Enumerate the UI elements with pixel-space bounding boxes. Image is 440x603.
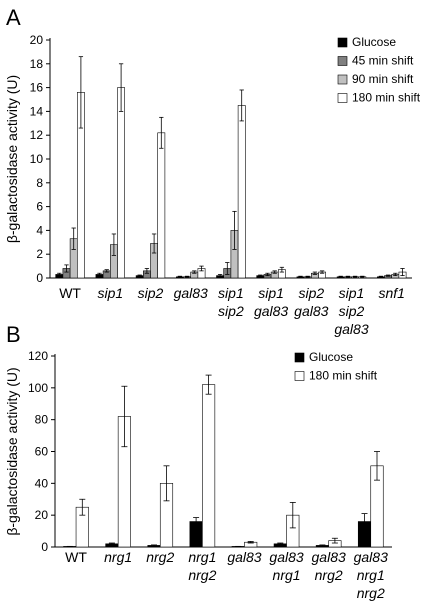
chart-a-x-tick-label: sip1 [97, 285, 123, 301]
chart-a-x-tick-label: sip1 sip2 [218, 285, 244, 319]
chart-b-x-tick-label: WT [65, 549, 87, 565]
chart-b-legend-label: 180 min shift [309, 369, 378, 383]
chart-b-legend-swatch [294, 371, 305, 381]
chart-a-y-tick-label: 10 [30, 152, 44, 166]
chart-b-x-tick-label: gal83 nrg1 nrg2 [354, 549, 388, 601]
chart-a-x-tick-label: sip2 [138, 285, 164, 301]
chart-a-y-tick-label: 2 [36, 247, 43, 261]
chart-a-legend-swatch [337, 93, 348, 103]
chart-b-x-tick-label: gal83 nrg2 [312, 549, 346, 583]
chart-a-bar [237, 105, 246, 279]
chart-b: 0 20 40 60 80 100 120 β-galactosidase activity … [4, 349, 392, 601]
chart-b-x-tick-label: nrg1 [104, 549, 132, 565]
chart-a-bar [157, 132, 166, 279]
panel-label-b: B [6, 322, 21, 347]
chart-a: 0 2 4 6 8 10 12 14 16 18 20 β-galactosidase activit… [4, 33, 421, 337]
chart-b-bar [202, 384, 216, 548]
panel-label-a: A [6, 5, 21, 30]
chart-b-legend-label: Glucose [309, 350, 353, 364]
chart-a-x-tick-label: gal83 [174, 285, 208, 301]
chart-a-legend-swatch [337, 37, 348, 48]
chart-a-y-tick-label: 8 [36, 176, 43, 190]
chart-b-y-tick-label: 100 [28, 381, 48, 395]
chart-a-x-tick-label: sip2 gal83 [294, 285, 328, 319]
chart-a-y-tick-label: 20 [30, 33, 44, 47]
chart-b-x-tick-label: nrg2 [146, 549, 174, 565]
chart-b-y-tick-label: 120 [28, 349, 48, 363]
chart-a-y-tick-label: 18 [30, 57, 44, 71]
chart-a-x-tick-label: sip1 gal83 [254, 285, 288, 319]
chart-b-y-tick-label: 40 [35, 476, 49, 490]
chart-b-x-tick-label: gal83 nrg1 [269, 549, 303, 583]
chart-a-y-tick-label: 14 [30, 104, 44, 118]
chart-a-legend-label: 45 min shift [352, 54, 414, 68]
chart-a-y-tick-label: 6 [36, 200, 43, 214]
chart-a-x-tick-label: snf1 [378, 285, 404, 301]
chart-a-legend-label: 180 min shift [352, 91, 421, 105]
chart-a-legend-label: 90 min shift [352, 72, 414, 86]
chart-b-x-tick-label: gal83 [227, 549, 261, 565]
chart-a-y-tick-label: 16 [30, 81, 44, 95]
chart-a-y-tick-label: 4 [36, 223, 43, 237]
chart-b-legend-swatch [294, 352, 305, 363]
chart-b-y-tick-label: 20 [35, 508, 49, 522]
chart-a-legend-swatch [337, 56, 348, 66]
chart-b-y-tick-label: 80 [35, 413, 49, 427]
chart-b-y-axis-label: β-galactosidase activity (U) [4, 367, 20, 535]
chart-b-x-tick-label: nrg1 nrg2 [188, 549, 216, 583]
chart-a-x-tick-label: sip1 sip2 gal83 [334, 285, 368, 337]
chart-a-x-tick-label: WT [59, 285, 81, 301]
chart-a-y-tick-label: 12 [30, 128, 44, 142]
chart-a-y-axis-label: β-galactosidase activity (U) [4, 75, 20, 243]
chart-b-y-tick-label: 60 [35, 445, 49, 459]
chart-a-y-tick-label: 0 [36, 271, 43, 285]
chart-a-legend-label: Glucose [352, 35, 396, 49]
chart-a-bar [117, 87, 125, 279]
chart-a-legend-swatch [337, 74, 348, 85]
chart-b-y-tick-label: 0 [41, 540, 48, 554]
